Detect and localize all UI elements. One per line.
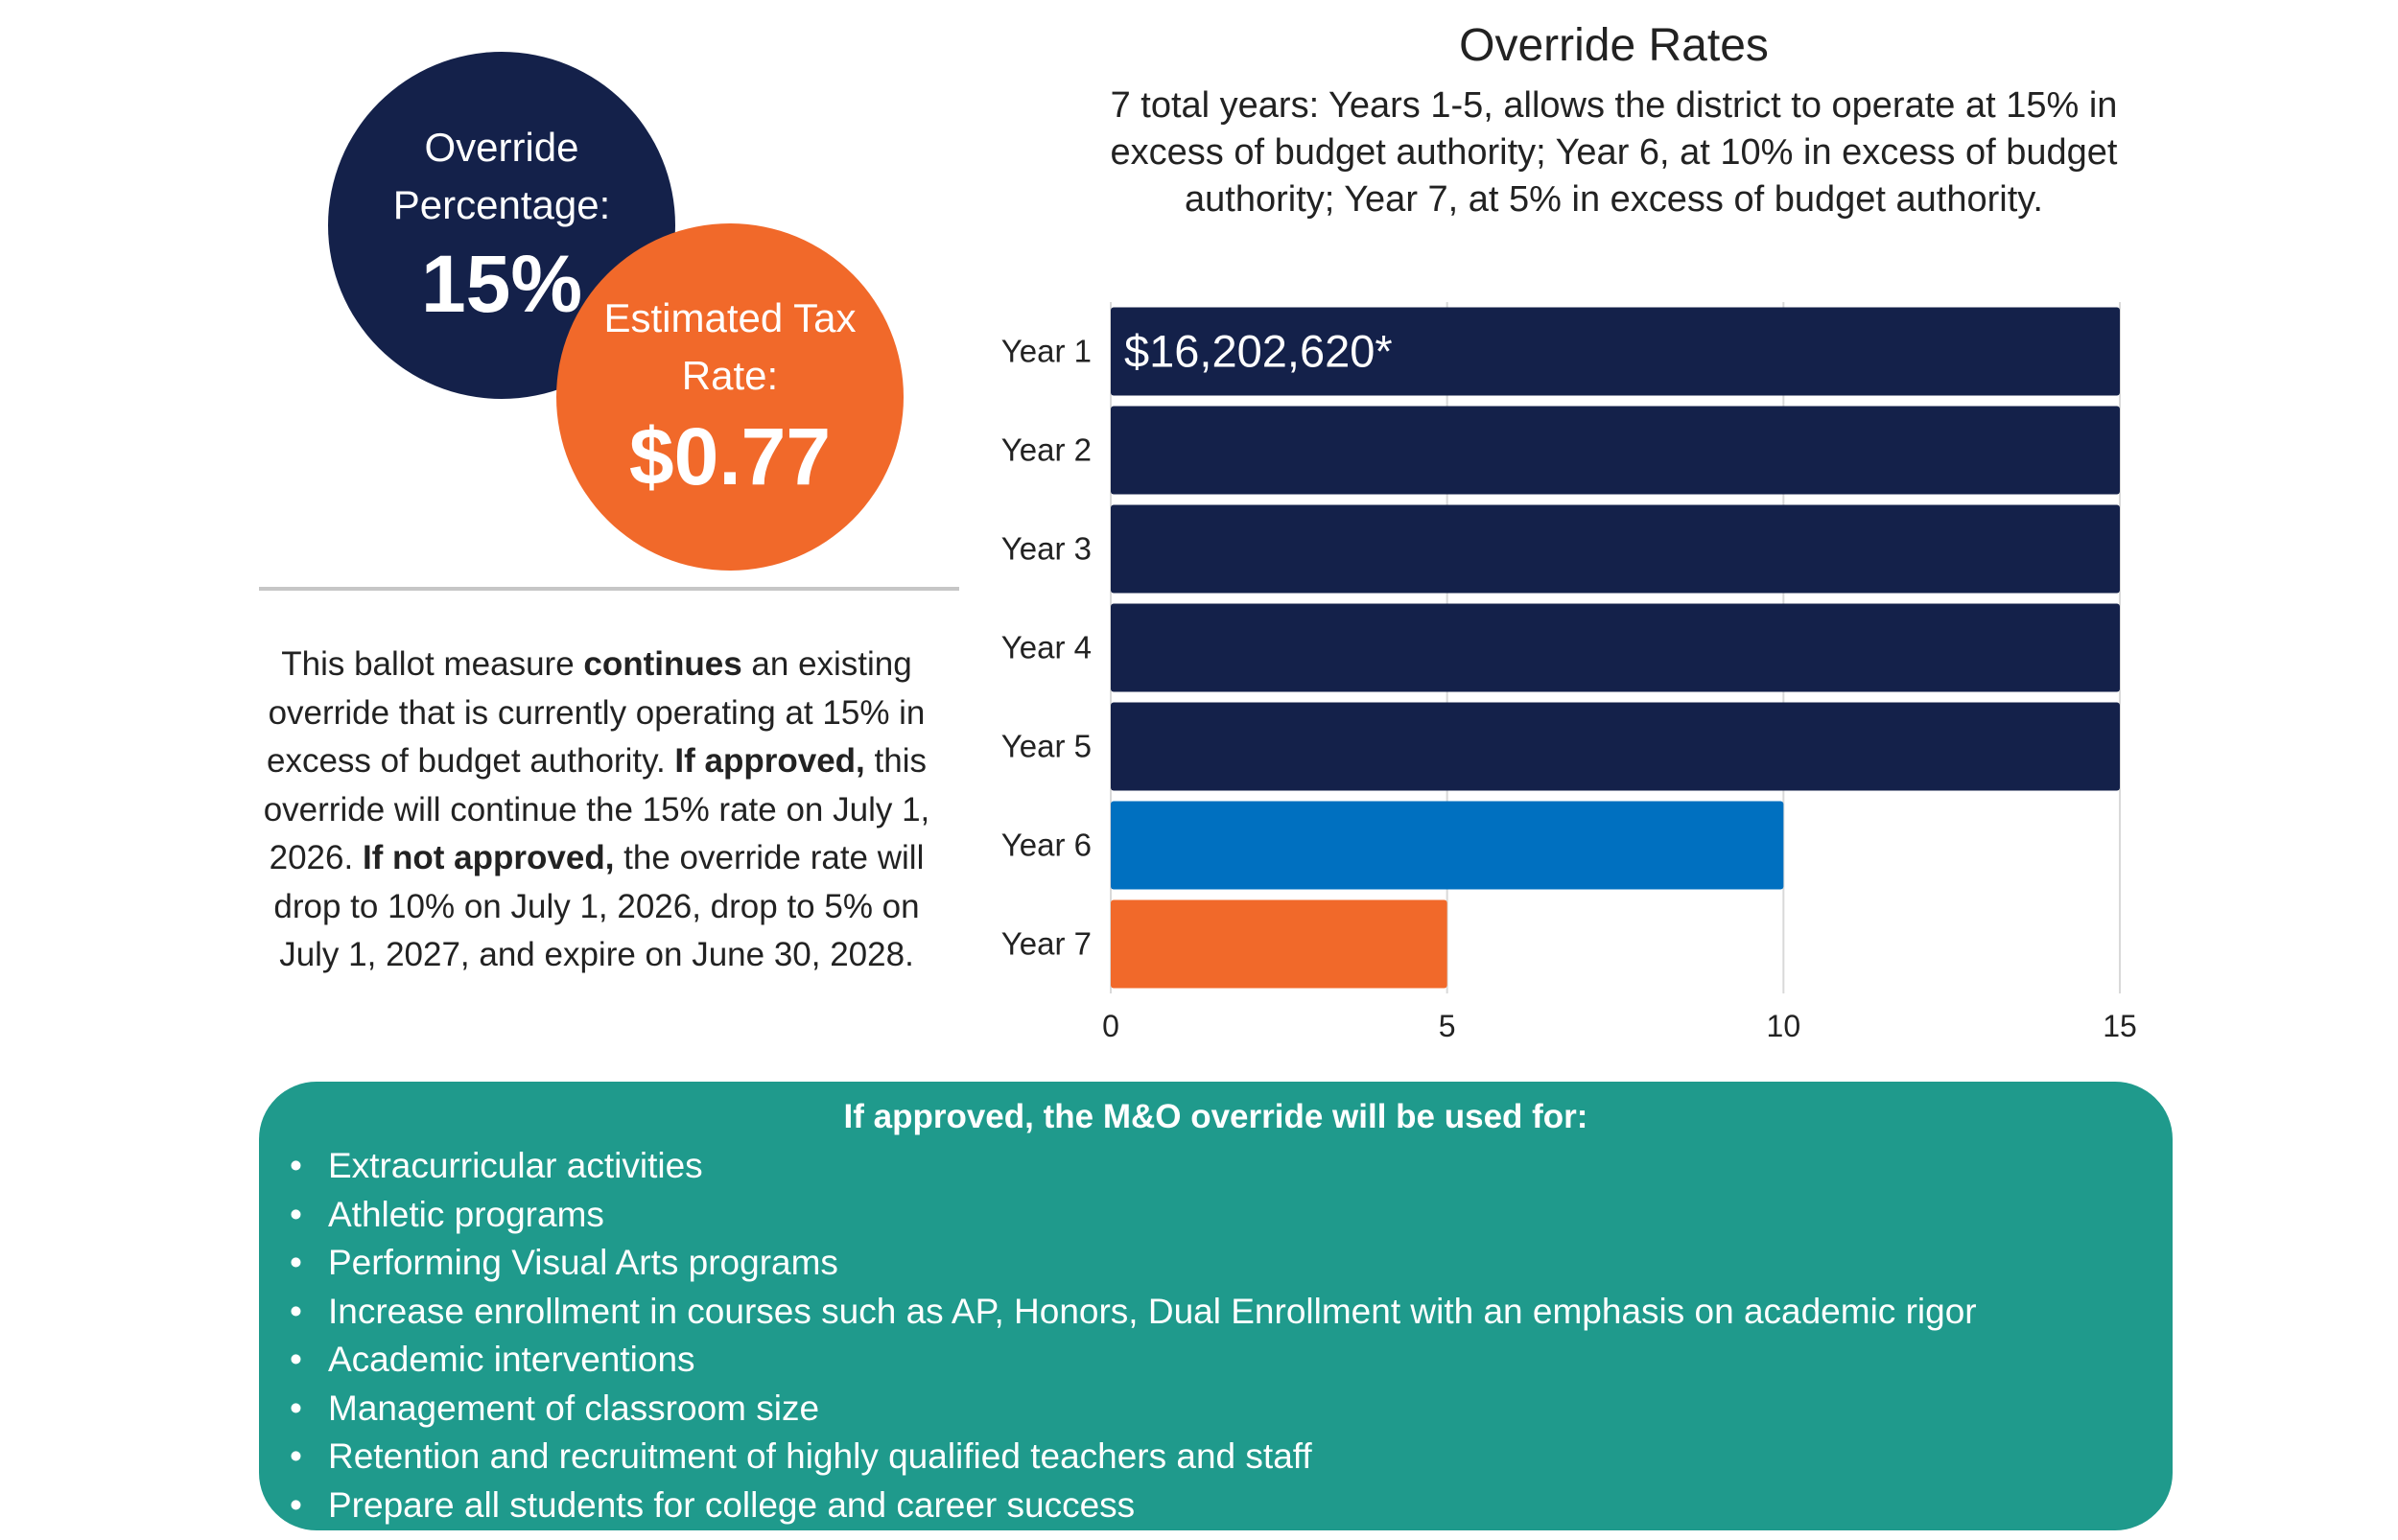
uses-list-item: Retention and recruitment of highly qual… (259, 1433, 1977, 1482)
desc-bold-continues: continues (583, 645, 742, 683)
y-tick-label: Year 6 (1001, 828, 1092, 863)
desc-bold-if-approved: If approved, (674, 742, 865, 780)
desc-text-1: This ballot measure (281, 645, 584, 683)
data-label: $16,202,620* (1124, 326, 1393, 377)
override-percentage-label-1: Override (424, 125, 579, 170)
uses-list: Extracurricular activities Athletic prog… (259, 1142, 1977, 1529)
bar (1111, 307, 2120, 396)
x-tick-label: 10 (1767, 1009, 1801, 1043)
divider (259, 587, 959, 591)
uses-list-item: Prepare all students for college and car… (259, 1482, 1977, 1530)
uses-list-item: Athletic programs (259, 1191, 1977, 1240)
desc-bold-if-not-approved: If not approved, (362, 839, 615, 876)
override-percentage-value: 15% (420, 239, 583, 329)
desc-text-2: an existing override that is currently o… (266, 645, 926, 780)
override-rates-chart: 0 5 10 15 Year 1 $16,202,620* Year 2 Year 3 Year… (1001, 302, 2137, 1043)
x-tick-label: 5 (1439, 1009, 1456, 1043)
y-tick-label: Year 7 (1001, 926, 1092, 962)
y-tick-label: Year 3 (1001, 531, 1092, 567)
override-percentage-circle: Override Percentage: 15% (328, 52, 675, 399)
uses-list-item: Extracurricular activities (259, 1142, 1977, 1191)
desc-text-3: this override will continue the 15% rate… (263, 742, 930, 876)
uses-list-item: Management of classroom size (259, 1385, 1977, 1434)
desc-text-4: the override rate will drop to 10% on Ju… (273, 839, 925, 973)
y-tick-label: Year 5 (1001, 729, 1092, 764)
bar (1111, 504, 2120, 594)
tax-rate-value: $0.77 (628, 411, 832, 502)
bar (1111, 603, 2120, 692)
y-tick-label: Year 4 (1001, 630, 1092, 665)
description-paragraph: This ballot measure continues an existin… (251, 641, 942, 980)
tax-rate-label-1: Estimated Tax (603, 295, 857, 340)
bar (1111, 899, 1447, 989)
y-tick-label: Year 2 (1001, 432, 1092, 468)
estimated-tax-rate-circle: Estimated Tax Rate: $0.77 (556, 223, 904, 571)
bar (1111, 406, 2120, 495)
override-percentage-label-2: Percentage: (392, 182, 611, 227)
uses-panel: If approved, the M&O override will be us… (259, 1082, 2173, 1530)
tax-rate-label-2: Rate: (681, 353, 779, 398)
bar (1111, 702, 2120, 791)
chart-title: Override Rates (1459, 20, 1769, 71)
bar (1111, 801, 1784, 890)
y-tick-label: Year 1 (1001, 334, 1092, 369)
x-tick-label: 0 (1102, 1009, 1119, 1043)
uses-list-item: Academic interventions (259, 1336, 1977, 1385)
uses-list-item: Increase enrollment in courses such as A… (259, 1288, 1977, 1337)
x-tick-label: 15 (2103, 1009, 2137, 1043)
uses-panel-heading: If approved, the M&O override will be us… (843, 1098, 1588, 1135)
chart-subtitle: 7 total years: Years 1-5, allows the dis… (1110, 85, 2118, 220)
uses-list-item: Performing Visual Arts programs (259, 1239, 1977, 1288)
